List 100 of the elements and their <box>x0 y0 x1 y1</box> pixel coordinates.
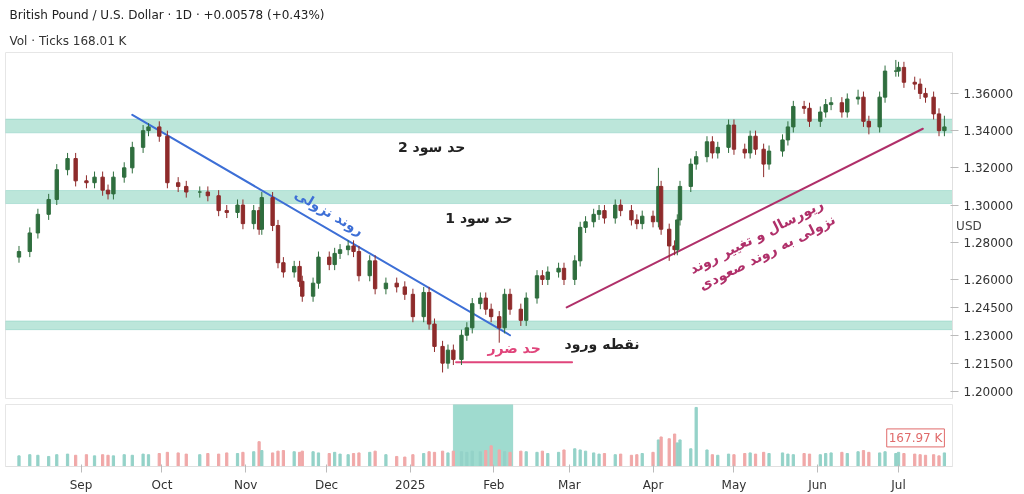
bar <box>55 454 59 467</box>
x-tick-label: May <box>721 477 747 492</box>
bar <box>440 450 445 467</box>
bar <box>446 452 450 467</box>
bar <box>346 454 350 467</box>
bar <box>403 456 407 467</box>
candlestick <box>402 280 407 301</box>
bar <box>292 451 296 467</box>
bar <box>540 450 545 467</box>
candlestick <box>251 204 256 230</box>
bar <box>786 453 790 467</box>
bar <box>316 452 321 467</box>
x-tick-label: Oct <box>151 477 173 492</box>
bar <box>856 451 860 467</box>
bar <box>597 453 601 467</box>
bar <box>427 451 431 467</box>
band-label: حد سود 1 <box>445 209 513 227</box>
candlestick <box>235 198 240 219</box>
bar <box>667 438 671 467</box>
candlestick <box>410 288 416 323</box>
bar <box>146 454 151 467</box>
candlestick <box>613 198 618 225</box>
bar <box>524 451 528 467</box>
bar <box>141 453 145 467</box>
bar <box>503 451 507 467</box>
candlestick <box>761 143 766 178</box>
x-tick-label: Jun <box>807 477 827 492</box>
bar <box>351 453 356 467</box>
bar <box>883 451 887 467</box>
bar <box>84 454 89 467</box>
y-tick-label: 1.30000 <box>963 198 1014 213</box>
candlestick <box>704 135 710 163</box>
bar <box>241 451 245 467</box>
series-label: حد ضرر <box>486 340 541 358</box>
bar <box>716 454 720 467</box>
bar <box>260 450 264 467</box>
bar <box>368 451 372 467</box>
candlestick <box>602 204 607 225</box>
bar <box>780 452 785 467</box>
chart-title: British Pound / U.S. Dollar · 1D · +0.00578 (+0.43%) <box>9 7 325 22</box>
candlestick <box>901 61 907 89</box>
bar <box>878 452 882 467</box>
bar <box>753 453 758 467</box>
bar <box>327 453 331 467</box>
bar <box>198 454 202 467</box>
candlestick <box>561 262 567 286</box>
bar <box>705 449 709 467</box>
bar <box>176 452 180 467</box>
candlestick <box>46 193 51 221</box>
candlestick <box>35 208 41 240</box>
candlestick <box>942 115 947 137</box>
bar <box>931 454 936 467</box>
bar <box>562 449 566 467</box>
bar <box>937 455 941 467</box>
candlestick <box>497 310 502 344</box>
candlestick <box>518 303 523 327</box>
bar <box>257 441 261 467</box>
bar <box>619 453 623 467</box>
bar <box>918 454 922 467</box>
y-tick-label: 1.28000 <box>963 235 1014 250</box>
bar <box>373 450 377 467</box>
bar <box>861 450 866 467</box>
bar <box>28 454 32 467</box>
y-tick-label: 1.20000 <box>963 384 1014 399</box>
bar <box>635 454 639 467</box>
bar <box>497 449 501 467</box>
bar <box>422 453 426 467</box>
bar <box>36 454 40 467</box>
bar <box>206 453 210 467</box>
bar <box>411 454 415 467</box>
bar <box>651 451 655 467</box>
bar <box>640 453 644 467</box>
bar <box>840 451 844 467</box>
candlestick <box>445 344 451 370</box>
candlestick <box>855 89 861 106</box>
band-label: نقطه ورود <box>564 335 640 353</box>
candlestick <box>710 135 715 160</box>
y-tick-label: 1.36000 <box>963 86 1014 101</box>
bar <box>519 450 523 467</box>
candlestick <box>345 239 351 256</box>
chart-subtitle: Vol · Ticks 168.01 K <box>9 33 128 48</box>
candlestick <box>545 265 550 286</box>
bar <box>583 450 588 467</box>
bar <box>184 453 188 467</box>
bar <box>829 452 833 467</box>
bar <box>451 450 455 467</box>
bar <box>613 454 617 467</box>
candlestick <box>766 145 772 171</box>
y-axis-title: USD <box>956 218 982 233</box>
bar <box>732 454 736 467</box>
candlestick <box>440 340 445 373</box>
bar <box>276 450 280 467</box>
y-tick-label: 1.32000 <box>963 161 1014 176</box>
y-tick-label: 1.24500 <box>963 300 1014 315</box>
y-tick-label: 1.23000 <box>963 328 1014 343</box>
bar <box>802 453 806 467</box>
candlestick <box>726 118 731 154</box>
candlestick <box>27 226 32 258</box>
bar <box>845 453 849 467</box>
candlestick <box>534 269 540 305</box>
